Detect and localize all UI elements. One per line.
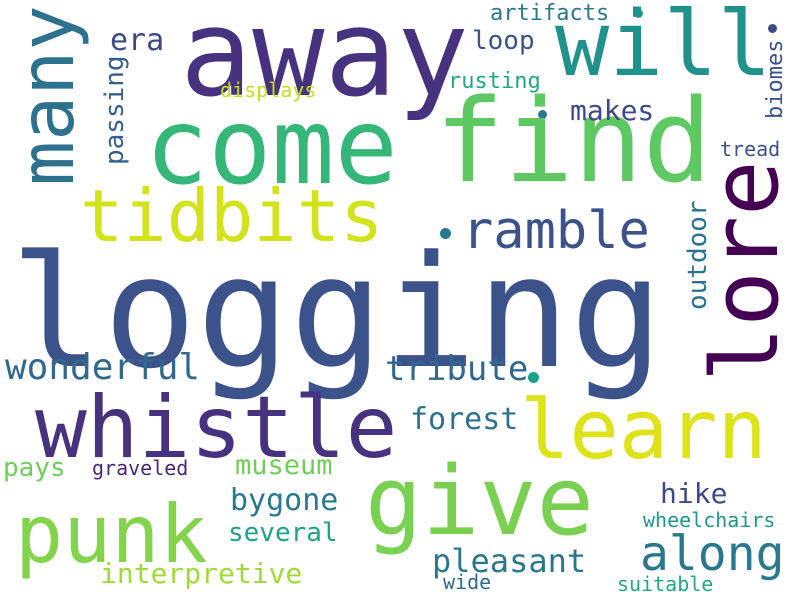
decorative-dot xyxy=(768,24,777,33)
word-graveled: graveled xyxy=(92,456,189,480)
word-loop: loop xyxy=(472,26,535,56)
word-wonderful: wonderful xyxy=(5,347,201,388)
word-bygone: bygone xyxy=(230,483,339,518)
word-suitable: suitable xyxy=(617,572,714,596)
word-makes: makes xyxy=(570,94,655,127)
word-rusting: rusting xyxy=(448,69,541,94)
word-learn: learn xyxy=(520,383,767,478)
word-biomes: biomes xyxy=(763,39,788,119)
word-will: will xyxy=(555,0,772,97)
word-tribute: tribute xyxy=(385,349,529,389)
word-artifacts: artifacts xyxy=(490,1,610,26)
word-hike: hike xyxy=(660,477,728,510)
word-several: several xyxy=(228,518,338,548)
word-outdoor: outdoor xyxy=(683,200,713,310)
decorative-dot xyxy=(538,110,547,119)
word-punk: punk xyxy=(15,488,208,581)
word-tidbits: tidbits xyxy=(80,174,384,258)
word-whistle: whistle xyxy=(35,378,398,478)
word-pleasant: pleasant xyxy=(432,542,587,580)
word-pays: pays xyxy=(3,453,66,483)
decorative-dot xyxy=(528,372,539,383)
word-wide: wide xyxy=(443,570,492,594)
word-away: away xyxy=(180,0,469,124)
word-find: find xyxy=(435,75,712,209)
word-displays: displays xyxy=(220,78,317,102)
word-come: come xyxy=(145,86,398,208)
decorative-dot xyxy=(440,228,451,239)
word-museum: museum xyxy=(235,450,333,481)
word-give: give xyxy=(365,447,594,557)
word-interpretive: interpretive xyxy=(100,557,303,590)
word-era: era xyxy=(110,23,165,58)
word-lore: lore xyxy=(692,160,799,382)
word-wheelchairs: wheelchairs xyxy=(643,508,776,532)
word-tread: tread xyxy=(720,137,781,161)
word-passing: passing xyxy=(100,55,130,165)
word-along: along xyxy=(640,526,785,582)
word-ramble: ramble xyxy=(462,201,650,261)
word-forest: forest xyxy=(410,402,519,437)
word-logging: logging xyxy=(10,222,664,403)
decorative-dot xyxy=(634,9,643,18)
word-many: many xyxy=(3,5,91,186)
